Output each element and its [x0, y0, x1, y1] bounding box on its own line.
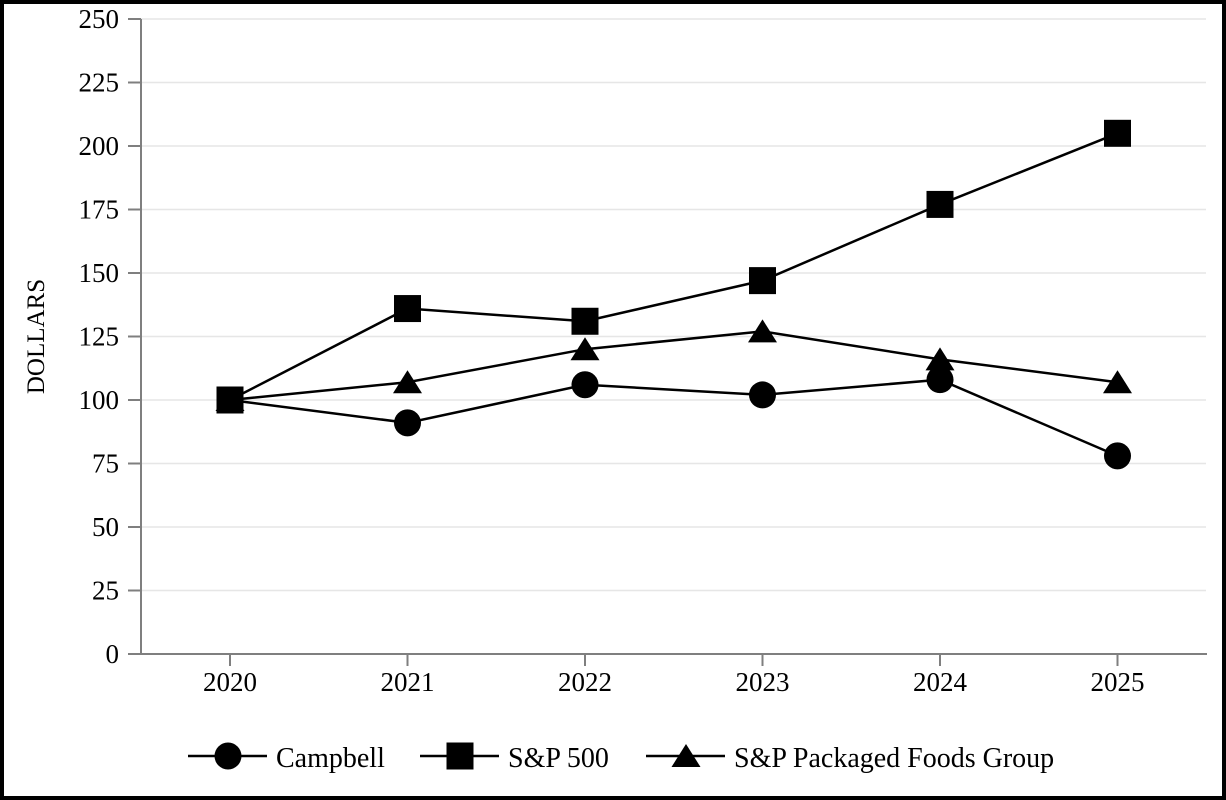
gridlines: [141, 18, 1206, 592]
legend-label-s-p-500: S&P 500: [508, 743, 609, 774]
series-campbell: [216, 366, 1131, 470]
x-tick-label: 2024: [913, 667, 968, 697]
x-tick-label: 2020: [203, 667, 257, 697]
data-point-s-p-packaged-foods-group-2022: [570, 337, 600, 361]
y-axis-title: DOLLARS: [23, 279, 50, 394]
series-line-s-p-packaged-foods-group: [229, 330, 1118, 402]
data-point-s-p-packaged-foods-group-2021: [393, 370, 422, 394]
y-tick-label: 225: [79, 68, 120, 98]
series-line-campbell: [229, 378, 1118, 458]
legend-triangle-icon: [671, 744, 701, 767]
legend-item-s-p-packaged-foods-group: S&P Packaged Foods Group: [646, 743, 1054, 774]
axes: [128, 18, 1207, 666]
data-point-campbell-2022: [571, 371, 599, 399]
x-tick-label: 2025: [1091, 667, 1145, 697]
legend-label-campbell: Campbell: [276, 743, 385, 774]
y-tick-label: 100: [79, 385, 120, 415]
axis-labels: 0 25 50 75 100 125 150 175 200 225 250 2020 2021 2022…: [23, 4, 1145, 697]
legend-circle-icon: [214, 742, 242, 770]
data-point-s-p-500-2024: [926, 190, 954, 218]
x-tick-label: 2023: [736, 667, 790, 697]
data-point-s-p-packaged-foods-group-2024: [925, 347, 955, 371]
legend-square-icon: [446, 742, 474, 770]
data-point-s-p-packaged-foods-group-2025: [1103, 370, 1132, 394]
y-tick-label: 200: [79, 131, 120, 161]
data-point-campbell-2024: [926, 366, 954, 394]
y-tick-label: 150: [79, 258, 120, 288]
y-tick-label: 25: [92, 576, 119, 606]
data-point-campbell-2021: [394, 409, 421, 437]
y-tick-label: 250: [79, 4, 120, 34]
y-tick-label: 0: [106, 639, 120, 669]
legend-label-s-p-packaged-foods-group: S&P Packaged Foods Group: [734, 743, 1054, 774]
data-point-s-p-500-2021: [394, 295, 421, 323]
data-point-campbell-2025: [1104, 442, 1131, 470]
stock-performance-chart: 0 25 50 75 100 125 150 175 200 225 250 2020 2021 2022…: [23, 4, 1207, 774]
legend: Campbell S&P 500 S&P Packaged Foods Group: [188, 742, 1054, 774]
y-tick-label: 50: [92, 512, 119, 542]
series-line-s-p-500: [229, 132, 1118, 402]
y-tick-label: 125: [79, 322, 120, 352]
series-s-p-packaged-foods-group: [215, 319, 1132, 411]
data-point-campbell-2023: [749, 381, 776, 409]
legend-item-campbell: Campbell: [188, 742, 385, 774]
x-tick-label: 2022: [558, 667, 612, 697]
data-point-s-p-500-2025: [1104, 119, 1131, 147]
data-point-s-p-packaged-foods-group-2020: [215, 388, 245, 411]
series-s-p-500: [216, 119, 1131, 414]
legend-item-s-p-500: S&P 500: [420, 742, 609, 774]
x-tick-label: 2021: [381, 667, 435, 697]
y-tick-label: 175: [79, 195, 120, 225]
data-point-s-p-500-2023: [749, 267, 776, 295]
data-point-s-p-500-2022: [571, 307, 599, 335]
y-tick-label: 75: [92, 449, 119, 479]
data-point-s-p-packaged-foods-group-2023: [748, 319, 777, 343]
